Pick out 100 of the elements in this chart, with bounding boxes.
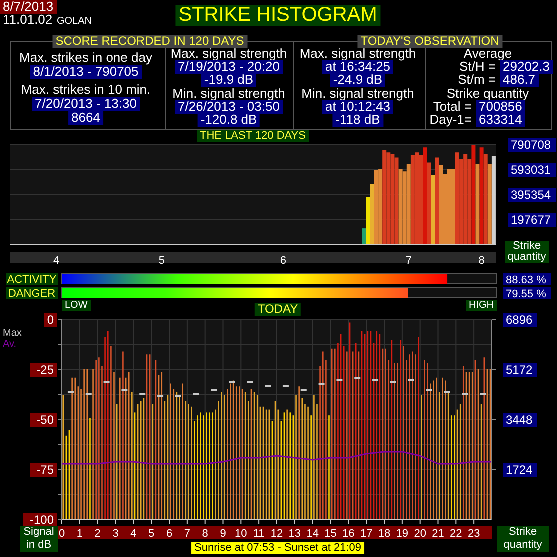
y-axis-title: Signal in dB (20, 526, 58, 552)
x-tick-label: 15 (324, 528, 337, 540)
bar (427, 162, 432, 245)
bar (410, 155, 415, 245)
bar (362, 228, 366, 245)
chart-title: THE LAST 120 DAYS (197, 130, 309, 142)
y2-tick-label: 1724 (506, 463, 534, 477)
y-tick-label: 593031 (511, 163, 552, 177)
x-tick-label: 2 (94, 528, 101, 540)
bar (456, 152, 460, 245)
y2-tick-label: 5172 (506, 363, 534, 377)
text: TODAY'S OBSERVATION (358, 34, 502, 48)
bar (476, 164, 480, 245)
text: 7/26/2013 - 03:50 (175, 99, 283, 114)
x-tick-label: 22 (450, 528, 462, 540)
text: 7/19/2013 - 20:20 (175, 59, 283, 74)
text: STRIKE HISTOGRAM (176, 4, 380, 26)
text: Day-1= (428, 112, 473, 127)
line-series (62, 451, 492, 465)
x-tick-label: 12 (270, 528, 284, 540)
bar (435, 158, 440, 245)
bar (374, 170, 378, 245)
x-tick-label: 4 (54, 255, 60, 267)
x-tick-label: 21 (432, 528, 444, 540)
x-tick-label: 10 (235, 528, 248, 540)
bar (423, 148, 428, 245)
text: St/H = (458, 59, 496, 74)
bar (398, 169, 403, 245)
text: -118 dB (332, 112, 384, 127)
text: -120.8 dB (198, 112, 260, 127)
x-tick-label: 14 (306, 528, 319, 540)
bar (480, 148, 484, 245)
x-tick-label: 16 (342, 528, 355, 540)
x-tick-label: 18 (378, 528, 391, 540)
bar (406, 164, 411, 245)
x-tick-label: 4 (130, 528, 137, 540)
bar (451, 169, 456, 245)
bar (382, 150, 387, 245)
bar (419, 155, 424, 245)
x-tick-label: 20 (414, 528, 426, 540)
text: Max. signal strength (298, 46, 418, 61)
y2-tick-label: 6896 (506, 313, 534, 327)
x-tick-label: 13 (288, 528, 302, 540)
text: at 10:12:43 (322, 99, 394, 114)
data-label: 88.63 % (506, 274, 547, 286)
text: at 16:34:25 (322, 59, 394, 74)
text: -24.9 dB (330, 72, 386, 87)
y-tick-label: ACTIVITY (7, 274, 58, 286)
text: GOLAN (56, 16, 94, 27)
text: 11.01.02 (2, 12, 54, 27)
bar (484, 154, 488, 245)
x-tick-label: 7 (184, 528, 190, 540)
y-tick-label: 0 (47, 313, 54, 327)
chart-title: TODAY (254, 302, 302, 316)
x-tick-label: 6 (280, 255, 286, 267)
x-tick-label: 7 (406, 255, 412, 267)
data-label: 79.55 % (506, 288, 547, 300)
x-tick-label: 5 (148, 528, 155, 540)
text: Max (3, 328, 22, 339)
bar (464, 154, 468, 245)
x-tick-label: 6 (166, 528, 173, 540)
x-tick-label: 5 (158, 255, 165, 267)
y-tick-label: 790708 (511, 138, 552, 152)
bar (366, 196, 370, 245)
y-axis-title: Strike quantity (505, 240, 549, 263)
text: -19.9 dB (201, 72, 257, 87)
bar (370, 184, 374, 245)
text: St/m = (457, 72, 497, 87)
x-tick-label: 8 (478, 255, 485, 267)
bar (378, 169, 383, 245)
y-tick-label: -50 (36, 413, 54, 427)
x-tick-label: 9 (220, 528, 226, 540)
text: Average (462, 46, 514, 61)
text: Max. signal strength (170, 46, 288, 61)
x-tick-label: 17 (360, 528, 373, 540)
text: 633314 (476, 112, 526, 127)
y-tick-label: 197677 (511, 213, 552, 227)
text: 29202.3 (500, 59, 553, 74)
x-tick-label: 3 (112, 528, 119, 540)
x-tick-label: 8 (202, 528, 208, 540)
text: SCORE RECORDED IN 120 DAYS (52, 34, 248, 48)
bar (488, 164, 492, 245)
text: Min. signal strength (300, 86, 416, 101)
y2-axis-title: Strike quantity (497, 526, 549, 552)
text: Max. strikes in 10 min. (20, 82, 152, 97)
text: Min. signal strength (172, 86, 286, 101)
bar (431, 175, 436, 245)
text: 7/20/2013 - 13:30 (32, 96, 140, 111)
bar (439, 165, 444, 245)
text: Total = (432, 99, 473, 114)
x-tick-label: 11 (253, 528, 265, 540)
y-tick-label: -75 (36, 463, 54, 477)
text: Strike quantity (446, 86, 530, 101)
y-tick-label: -100 (30, 513, 54, 527)
x-tick-label: 1 (76, 528, 83, 540)
annotation: HIGH (466, 300, 497, 311)
text: Max. strikes in one day (18, 50, 154, 65)
x-tick-label: 0 (58, 528, 66, 540)
text: 8/7/2013 (0, 0, 57, 14)
text: 486.7 (500, 72, 539, 87)
